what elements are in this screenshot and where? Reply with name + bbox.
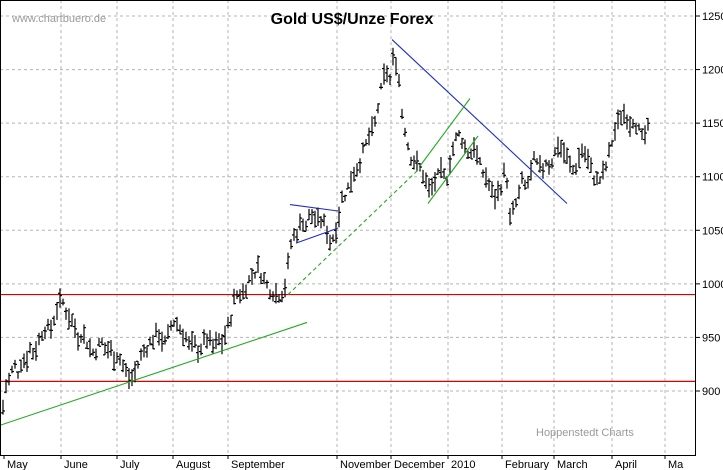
support-lines xyxy=(0,293,695,382)
y-tick-label: 1200 xyxy=(702,65,723,77)
x-tick-label: Ma xyxy=(668,459,684,470)
plot-frame xyxy=(0,0,696,456)
trend-line xyxy=(391,39,568,204)
grid-lines xyxy=(0,0,695,455)
x-tick-label: July xyxy=(120,459,140,470)
y-tick-label: 1100 xyxy=(702,172,723,184)
x-tick-label: 2010 xyxy=(451,459,475,470)
x-tick-label: September xyxy=(231,459,285,470)
x-tick-label: May xyxy=(7,459,28,470)
x-tick-label: August xyxy=(176,459,210,470)
trend-line xyxy=(427,135,479,204)
y-tick-label: 1000 xyxy=(702,279,723,291)
y-axis-ticks: 900 950 1000 1050 1100 1150 1200 1250 xyxy=(695,11,723,398)
chart-title: Gold US$/Unze Forex xyxy=(271,11,434,28)
x-tick-label: February xyxy=(505,459,550,470)
trend-line xyxy=(419,98,471,167)
trend-line xyxy=(0,321,308,426)
y-tick-label: 950 xyxy=(702,332,720,344)
x-tick-label: June xyxy=(64,459,88,470)
x-tick-label: April xyxy=(615,459,637,470)
x-tick-label: November xyxy=(340,459,391,470)
y-tick-label: 1250 xyxy=(702,11,723,23)
x-axis-ticks: May June July August September November Decemb… xyxy=(3,455,684,470)
x-tick-label: March xyxy=(557,459,588,470)
y-tick-label: 1050 xyxy=(702,225,723,237)
trend-line xyxy=(289,204,339,212)
trend-line xyxy=(287,167,421,295)
watermark-text: www.chartbuero.de xyxy=(11,13,106,25)
trend-line xyxy=(295,227,339,244)
x-tick-label: December xyxy=(394,459,445,470)
y-tick-label: 1150 xyxy=(702,118,723,130)
trend-lines xyxy=(0,39,568,426)
credit-text: Hoppenstedt Charts xyxy=(536,427,634,439)
y-tick-label: 900 xyxy=(702,386,720,398)
price-bars xyxy=(1,47,650,415)
